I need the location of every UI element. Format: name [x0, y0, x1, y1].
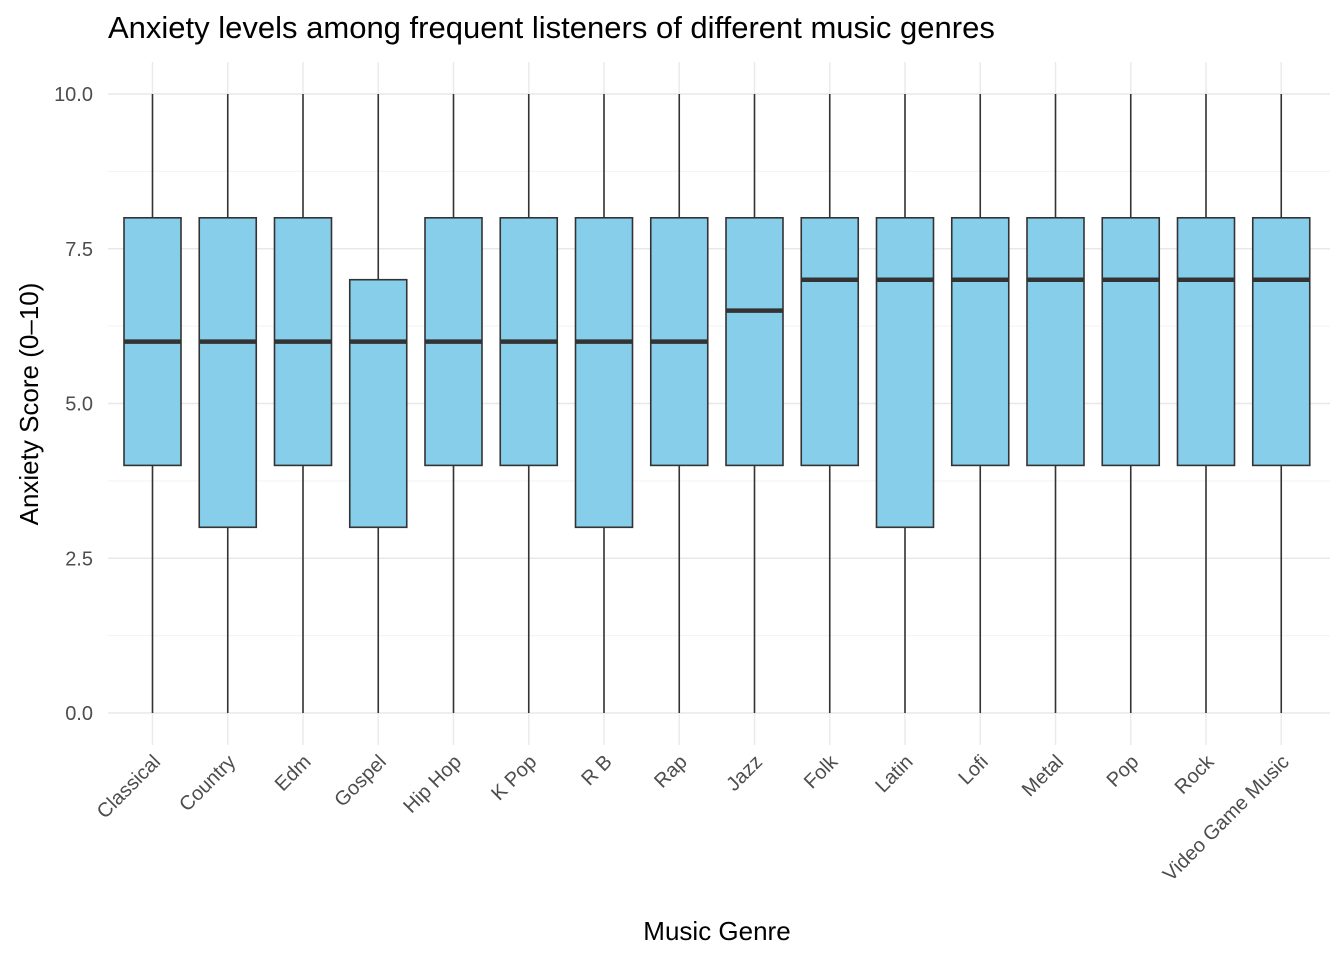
- box-edm: [273, 94, 333, 713]
- box-lofi: [950, 94, 1010, 713]
- x-tick-label: Folk: [800, 750, 843, 793]
- box-iqr: [1251, 217, 1311, 467]
- box-iqr: [725, 217, 784, 467]
- y-tick-label: 5.0: [65, 394, 93, 416]
- box-gospel: [348, 94, 408, 713]
- box-classical: [123, 94, 182, 713]
- x-axis-ticks: Classical Country Edm Gospel Hip Hop K Pop R B…: [93, 750, 1294, 885]
- x-tick-label: Edm: [271, 751, 316, 796]
- box-iqr: [348, 278, 408, 529]
- box-iqr: [875, 217, 935, 529]
- x-tick-label: Rock: [1171, 750, 1219, 798]
- box-latin: [875, 94, 935, 713]
- box-series: [123, 94, 1311, 713]
- box-iqr: [800, 217, 860, 467]
- box-metal: [1026, 94, 1085, 713]
- x-tick-label: Rap: [650, 751, 692, 793]
- box-jazz: [725, 94, 784, 713]
- box-rock: [1176, 94, 1236, 713]
- x-tick-label: Country: [175, 751, 240, 816]
- box-rap: [649, 94, 709, 713]
- box-pop: [1101, 94, 1161, 713]
- x-tick-label: K Pop: [487, 751, 541, 805]
- x-tick-label: R B: [577, 751, 616, 790]
- box-iqr: [574, 217, 634, 529]
- x-tick-label: Hip Hop: [399, 751, 466, 818]
- box-folk: [800, 94, 860, 713]
- x-tick-label: Gospel: [330, 751, 390, 811]
- x-tick-label: Jazz: [722, 751, 767, 796]
- y-axis-ticks: 0.0 2.5 5.0 7.5 10.0: [54, 84, 93, 725]
- x-tick-label: Pop: [1103, 751, 1144, 792]
- box-r-b: [574, 94, 634, 713]
- x-tick-label: Video Game Music: [1159, 751, 1294, 886]
- box-iqr: [1176, 217, 1236, 467]
- y-tick-label: 10.0: [54, 84, 93, 106]
- x-axis-title: Music Genre: [643, 916, 790, 946]
- box-iqr: [1101, 217, 1161, 467]
- y-tick-label: 0.0: [65, 703, 93, 725]
- y-tick-label: 2.5: [65, 548, 93, 570]
- x-tick-label: Lofi: [954, 751, 992, 789]
- x-tick-label: Metal: [1018, 751, 1068, 801]
- box-iqr: [198, 217, 258, 529]
- box-country: [198, 94, 258, 713]
- chart-title: Anxiety levels among frequent listeners …: [108, 10, 995, 45]
- y-axis-title: Anxiety Score (0–10): [14, 283, 44, 526]
- y-tick-label: 7.5: [65, 239, 93, 261]
- box-iqr: [1026, 217, 1085, 467]
- box-iqr: [950, 217, 1010, 467]
- box-video-game-music: [1251, 94, 1311, 713]
- x-tick-label: Classical: [93, 751, 165, 823]
- x-tick-label: Latin: [871, 751, 917, 797]
- box-hip-hop: [424, 94, 483, 713]
- box-k-pop: [499, 94, 559, 713]
